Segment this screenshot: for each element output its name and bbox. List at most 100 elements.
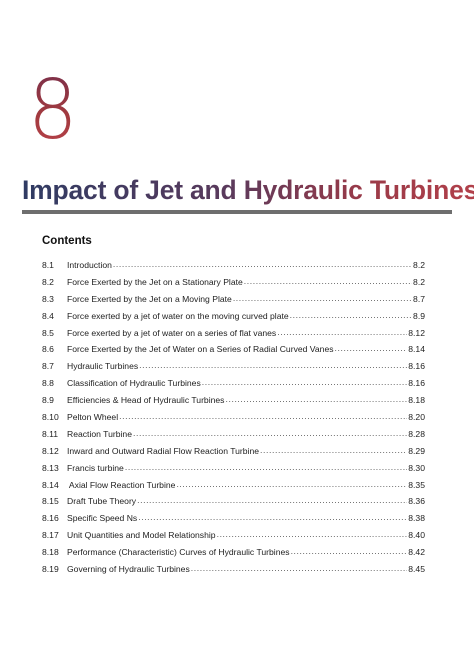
- toc-title: Axial Flow Reaction Turbine: [67, 479, 176, 490]
- toc-page: 8.40: [408, 530, 425, 541]
- toc-entry-8-1[interactable]: 8.1 Introduction 8.2: [42, 257, 425, 274]
- toc-title: Performance (Characteristic) Curves of H…: [67, 547, 290, 558]
- toc-entry-8-8[interactable]: 8.8 Classification of Hydraulic Turbines 8…: [42, 375, 425, 392]
- toc-title: Hydraulic Turbines: [67, 361, 139, 372]
- toc-entry-8-7[interactable]: 8.7 Hydraulic Turbines 8.16: [42, 358, 425, 375]
- toc-page: 8.2: [413, 260, 425, 270]
- toc-title: Force Exerted by the Jet of Water on a S…: [67, 344, 334, 355]
- toc-entry-8-11[interactable]: 8.11 Reaction Turbine 8.28: [42, 426, 425, 443]
- toc-title: Reaction Turbine: [67, 428, 132, 439]
- toc-leader: [138, 509, 407, 526]
- toc-leader: [217, 526, 408, 543]
- toc-leader: [290, 307, 412, 324]
- toc-title: Governing of Hydraulic Turbines: [67, 564, 190, 575]
- toc-number: 8.8: [42, 378, 54, 389]
- toc-entry-8-3[interactable]: 8.3 Force Exerted by the Jet on a Moving …: [42, 291, 425, 308]
- toc-page: 8.18: [408, 395, 425, 406]
- toc-entry-8-5[interactable]: 8.5 Force exerted by a jet of water on a …: [42, 325, 425, 342]
- toc-title: Force Exerted by the Jet on a Stationary…: [67, 276, 243, 287]
- toc-entry-8-9[interactable]: 8.9 Efficiencies & Head of Hydraulic Turb…: [42, 392, 425, 409]
- toc-leader: [119, 408, 407, 425]
- toc-title: Specific Speed Ns: [67, 513, 138, 524]
- toc-leader: [202, 374, 408, 391]
- table-of-contents: 8.1 Introduction 8.2 8.2 Force Exerted by t…: [42, 257, 425, 578]
- toc-number: 8.15: [42, 496, 59, 507]
- toc-title: Inward and Outward Radial Flow Reaction …: [67, 445, 260, 456]
- chapter-number: 8: [28, 63, 78, 158]
- toc-number: 8.13: [42, 462, 59, 473]
- toc-number: 8.18: [42, 547, 59, 558]
- toc-number: 8.7: [42, 361, 54, 372]
- toc-leader: [125, 459, 407, 476]
- toc-leader: [335, 340, 408, 357]
- title-rule: [22, 210, 452, 214]
- toc-title: Unit Quantities and Model Relationship: [67, 530, 216, 541]
- toc-number: 8.1: [42, 260, 54, 270]
- toc-number: 8.9: [42, 395, 54, 406]
- toc-entry-8-16[interactable]: 8.16 Specific Speed Ns 8.38: [42, 510, 425, 527]
- toc-number: 8.12: [42, 445, 59, 456]
- toc-entry-8-17[interactable]: 8.17 Unit Quantities and Model Relationsh…: [42, 527, 425, 544]
- toc-number: 8.14: [42, 479, 59, 490]
- toc-page: 8.16: [408, 378, 425, 389]
- toc-entry-8-2[interactable]: 8.2 Force Exerted by the Jet on a Station…: [42, 274, 425, 291]
- toc-number: 8.5: [42, 327, 54, 338]
- toc-title: Classification of Hydraulic Turbines: [67, 378, 201, 389]
- toc-page: 8.42: [408, 547, 425, 558]
- toc-entry-8-10[interactable]: 8.10 Pelton Wheel 8.20: [42, 409, 425, 426]
- toc-page: 8.45: [408, 564, 425, 575]
- toc-page: 8.36: [408, 496, 425, 507]
- toc-title: Draft Tube Theory: [67, 496, 137, 507]
- chapter-title: Impact of Jet and Hydraulic Turbines: [22, 172, 474, 208]
- toc-page: 8.16: [408, 361, 425, 372]
- toc-page: 8.28: [408, 428, 425, 439]
- toc-entry-8-12[interactable]: 8.12 Inward and Outward Radial Flow React…: [42, 443, 425, 460]
- toc-number: 8.10: [42, 412, 59, 423]
- toc-title: Force exerted by a jet of water on a ser…: [67, 327, 277, 338]
- toc-leader: [139, 357, 407, 374]
- toc-number: 8.16: [42, 513, 59, 524]
- toc-leader: [113, 256, 412, 273]
- toc-entry-8-14[interactable]: 8.14 Axial Flow Reaction Turbine 8.35: [42, 477, 425, 494]
- toc-page: 8.9: [413, 310, 425, 321]
- toc-title: Pelton Wheel: [67, 412, 119, 423]
- toc-entry-8-15[interactable]: 8.15 Draft Tube Theory 8.36: [42, 493, 425, 510]
- toc-page: 8.29: [408, 445, 425, 456]
- toc-leader: [225, 391, 407, 408]
- toc-number: 8.6: [42, 344, 54, 355]
- toc-number: 8.2: [42, 276, 54, 287]
- toc-page: 8.30: [408, 462, 425, 473]
- toc-number: 8.4: [42, 310, 54, 321]
- toc-leader: [191, 560, 408, 577]
- toc-number: 8.11: [42, 428, 59, 439]
- toc-title: Francis turbine: [67, 462, 124, 473]
- toc-number: 8.19: [42, 564, 59, 575]
- toc-leader: [233, 290, 412, 307]
- toc-title: Introduction: [67, 260, 112, 270]
- toc-page: 8.2: [413, 276, 425, 287]
- toc-leader: [176, 476, 407, 493]
- toc-page: 8.12: [408, 327, 425, 338]
- contents-heading: Contents: [42, 235, 92, 247]
- toc-page: 8.35: [408, 479, 425, 490]
- toc-entry-8-19[interactable]: 8.19 Governing of Hydraulic Turbines 8.45: [42, 561, 425, 578]
- toc-entry-8-18[interactable]: 8.18 Performance (Characteristic) Curves …: [42, 544, 425, 561]
- toc-number: 8.3: [42, 293, 54, 304]
- toc-entry-8-13[interactable]: 8.13 Francis turbine 8.30: [42, 460, 425, 477]
- toc-leader: [260, 442, 407, 459]
- toc-title: Force Exerted by the Jet on a Moving Pla…: [67, 293, 232, 304]
- toc-title: Efficiencies & Head of Hydraulic Turbine…: [67, 395, 225, 406]
- toc-page: 8.7: [413, 293, 425, 304]
- toc-page: 8.38: [408, 513, 425, 524]
- toc-title: Force exerted by a jet of water on the m…: [67, 310, 289, 321]
- toc-leader: [244, 273, 412, 290]
- toc-entry-8-6[interactable]: 8.6 Force Exerted by the Jet of Water on …: [42, 341, 425, 358]
- toc-leader: [291, 543, 408, 560]
- toc-entry-8-4[interactable]: 8.4 Force exerted by a jet of water on th…: [42, 308, 425, 325]
- toc-leader: [133, 425, 407, 442]
- toc-page: 8.20: [408, 412, 425, 423]
- toc-leader: [277, 324, 407, 341]
- toc-number: 8.17: [42, 530, 59, 541]
- toc-page: 8.14: [408, 344, 425, 355]
- toc-leader: [137, 492, 407, 509]
